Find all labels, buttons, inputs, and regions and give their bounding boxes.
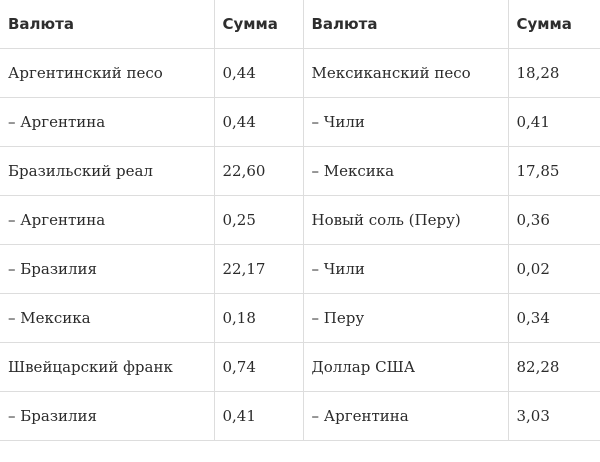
header-amount-right: Сумма	[507, 0, 600, 49]
currency-cell: – Аргентина	[0, 97, 215, 147]
amount-cell: 0,36	[507, 195, 600, 245]
amount-cell: 17,85	[507, 146, 600, 196]
header-row: Валюта Сумма Валюта Сумма	[0, 0, 600, 49]
currency-cell: Бразильский реал	[0, 146, 215, 196]
currency-cell: – Чили	[302, 244, 509, 294]
table-row: Швейцарский франк 0,74 Доллар США 82,28	[0, 342, 600, 392]
amount-cell: 22,17	[213, 244, 304, 294]
amount-cell: 82,28	[507, 342, 600, 392]
amount-cell: 18,28	[507, 48, 600, 98]
currency-cell: – Аргентина	[0, 195, 215, 245]
header-currency-right: Валюта	[302, 0, 509, 49]
table-body: Аргентинский песо 0,44 Мексиканский песо…	[0, 48, 600, 441]
amount-cell: 0,74	[213, 342, 304, 392]
currency-cell: Мексиканский песо	[302, 48, 509, 98]
table-row: – Бразилия 22,17 – Чили 0,02	[0, 244, 600, 294]
currency-cell: Аргентинский песо	[0, 48, 215, 98]
table-row: – Мексика 0,18 – Перу 0,34	[0, 293, 600, 343]
currency-cell: – Чили	[302, 97, 509, 147]
amount-cell: 0,02	[507, 244, 600, 294]
amount-cell: 0,25	[213, 195, 304, 245]
currency-cell: – Мексика	[0, 293, 215, 343]
amount-cell: 0,44	[213, 48, 304, 98]
amount-cell: 0,34	[507, 293, 600, 343]
table-row: – Бразилия 0,41 – Аргентина 3,03	[0, 391, 600, 441]
header-currency-left: Валюта	[0, 0, 215, 49]
currency-cell: – Бразилия	[0, 244, 215, 294]
currency-cell: – Аргентина	[302, 391, 509, 441]
amount-cell: 0,41	[213, 391, 304, 441]
amount-cell: 0,41	[507, 97, 600, 147]
table-row: Аргентинский песо 0,44 Мексиканский песо…	[0, 48, 600, 98]
amount-cell: 0,44	[213, 97, 304, 147]
table-row: – Аргентина 0,44 – Чили 0,41	[0, 97, 600, 147]
currency-table: Валюта Сумма Валюта Сумма Аргентинский п…	[0, 0, 600, 441]
amount-cell: 0,18	[213, 293, 304, 343]
amount-cell: 3,03	[507, 391, 600, 441]
currency-cell: – Перу	[302, 293, 509, 343]
currency-cell: – Бразилия	[0, 391, 215, 441]
header-amount-left: Сумма	[213, 0, 304, 49]
currency-cell: Новый соль (Перу)	[302, 195, 509, 245]
currency-cell: Швейцарский франк	[0, 342, 215, 392]
amount-cell: 22,60	[213, 146, 304, 196]
table-header: Валюта Сумма Валюта Сумма	[0, 0, 600, 49]
currency-cell: – Мексика	[302, 146, 509, 196]
table-row: – Аргентина 0,25 Новый соль (Перу) 0,36	[0, 195, 600, 245]
table-row: Бразильский реал 22,60 – Мексика 17,85	[0, 146, 600, 196]
currency-cell: Доллар США	[302, 342, 509, 392]
